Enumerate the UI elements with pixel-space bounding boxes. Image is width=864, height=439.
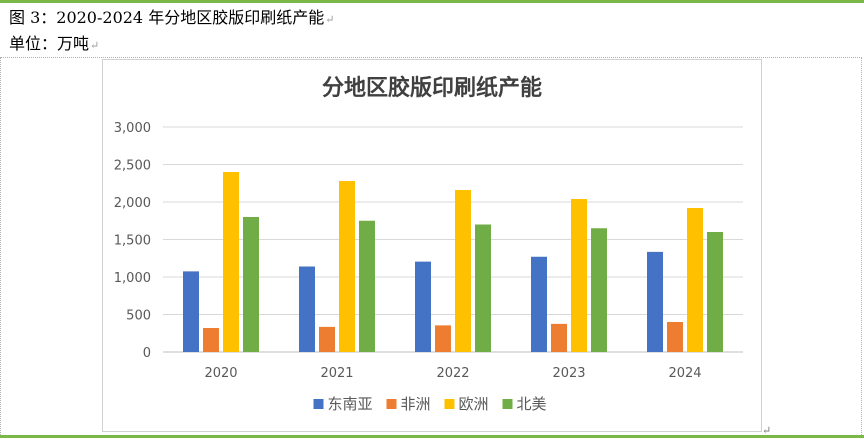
figure-caption: 图 3：2020-2024 年分地区胶版印刷纸产能↵ <box>9 8 334 30</box>
bar[interactable] <box>531 256 547 352</box>
x-axis-ticks: 2020 2021 2022 2023 2024 <box>204 366 701 381</box>
x-tick-label: 2022 <box>436 366 469 381</box>
figure-caption-text: 图 3：2020-2024 年分地区胶版印刷纸产能 <box>9 8 325 27</box>
unit-caption-text: 单位：万吨 <box>9 34 90 53</box>
bar[interactable] <box>475 224 491 353</box>
bar[interactable] <box>647 251 663 352</box>
end-paragraph-mark: ↵ <box>762 424 772 437</box>
legend-label: 非洲 <box>401 395 431 413</box>
bar[interactable] <box>359 220 375 352</box>
legend: 东南亚 非洲 欧洲 北美 <box>313 395 547 413</box>
bar[interactable] <box>591 228 607 352</box>
chart-frame[interactable]: 分地区胶版印刷纸产能 0 500 1,000 1,500 2,000 2,500 3,000… <box>102 59 762 432</box>
chart-title: 分地区胶版印刷纸产能 <box>322 75 542 101</box>
y-tick-label: 2,000 <box>114 196 151 211</box>
legend-swatch <box>502 399 513 409</box>
unit-caption: 单位：万吨↵ <box>9 34 99 56</box>
y-tick-label: 3,000 <box>114 121 151 136</box>
x-tick-label: 2021 <box>320 366 353 381</box>
bar[interactable] <box>243 217 259 352</box>
legend-swatch <box>444 399 455 409</box>
y-tick-label: 1,500 <box>114 234 151 249</box>
bar[interactable] <box>435 325 451 352</box>
bar[interactable] <box>415 261 431 352</box>
x-tick-label: 2023 <box>552 366 585 381</box>
legend-label: 欧洲 <box>459 395 489 413</box>
bar[interactable] <box>319 326 335 352</box>
y-tick-label: 2,500 <box>114 159 151 174</box>
bar[interactable] <box>551 323 567 352</box>
bar[interactable] <box>707 232 723 352</box>
gridlines <box>163 126 743 353</box>
y-tick-label: 500 <box>126 309 151 324</box>
paragraph-mark: ↵ <box>90 39 100 52</box>
bar[interactable] <box>299 266 315 353</box>
bar[interactable] <box>203 328 219 352</box>
legend-swatch <box>313 399 324 409</box>
bar[interactable] <box>667 322 683 352</box>
legend-swatch <box>386 399 397 409</box>
y-tick-label: 1,000 <box>114 271 151 286</box>
paragraph-mark: ↵ <box>325 13 335 26</box>
bar[interactable] <box>571 199 587 352</box>
x-tick-label: 2024 <box>668 366 701 381</box>
bar-chart: 分地区胶版印刷纸产能 0 500 1,000 1,500 2,000 2,500 3,000… <box>114 75 743 413</box>
bar[interactable] <box>339 181 355 352</box>
bar[interactable] <box>223 172 239 352</box>
legend-label: 北美 <box>517 395 547 413</box>
bar[interactable] <box>455 190 471 352</box>
bar[interactable] <box>687 208 703 352</box>
table-cell-border <box>0 57 862 435</box>
bar-series <box>183 172 723 352</box>
bar[interactable] <box>183 271 199 352</box>
y-axis-ticks: 0 500 1,000 1,500 2,000 2,500 3,000 <box>114 121 151 361</box>
legend-label: 东南亚 <box>328 395 373 413</box>
x-tick-label: 2020 <box>204 366 237 381</box>
top-green-rule <box>0 0 864 3</box>
y-tick-label: 0 <box>143 346 151 361</box>
bottom-green-rule <box>0 435 864 438</box>
